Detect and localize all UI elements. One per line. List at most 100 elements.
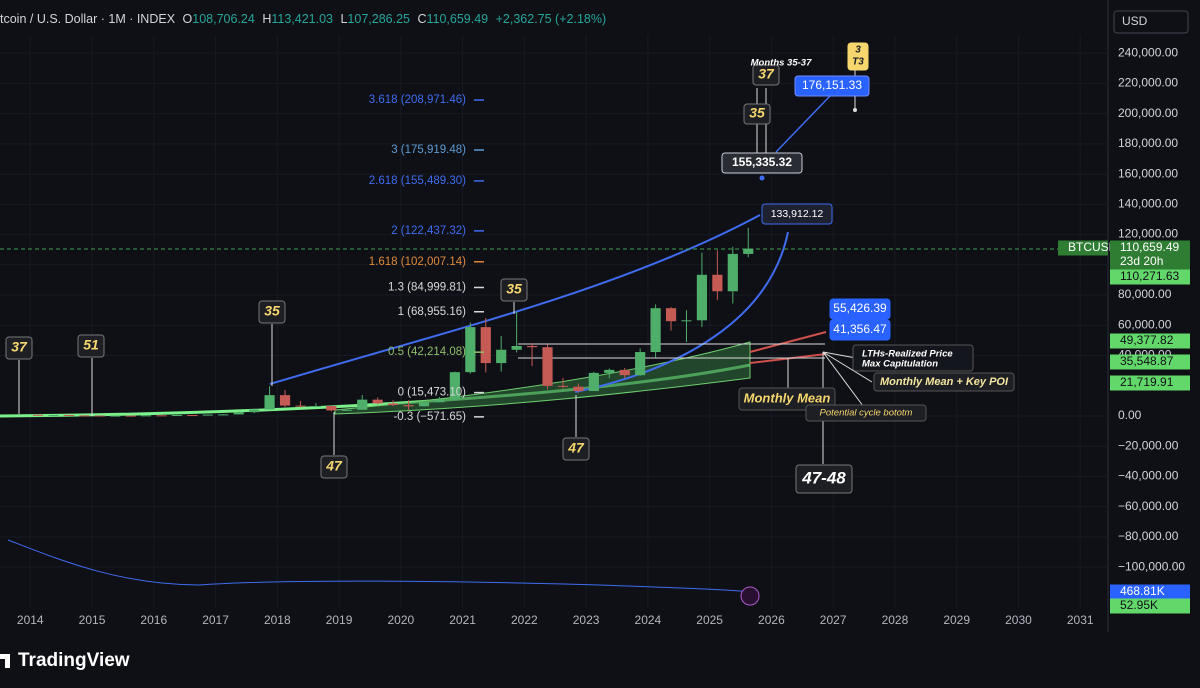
open-label: O (183, 12, 193, 26)
currency-button[interactable] (1113, 10, 1189, 34)
candle (32, 414, 44, 416)
candle-body (635, 352, 646, 376)
callout-box (721, 152, 803, 174)
volume-ma (7, 539, 749, 593)
candle (449, 371, 460, 401)
annotation: T3 (852, 57, 864, 68)
candle (635, 348, 646, 376)
candle (465, 322, 476, 374)
x-tick-label: 2031 (1067, 613, 1094, 627)
events-icon (740, 586, 760, 606)
fib-label: 1 (68,955.16) (398, 306, 467, 318)
axis-badge (1110, 240, 1190, 256)
high: 113,421.03 (271, 12, 333, 26)
x-tick-label: 2024 (635, 613, 662, 627)
candle-body (202, 414, 213, 416)
header: tcoin / U.S. Dollar · 1M · INDEX O108,70… (0, 10, 1189, 34)
x-tick-label: 2030 (1005, 613, 1032, 627)
axis-badge (1110, 354, 1190, 370)
annotation: 51 (83, 337, 99, 353)
candle-body (249, 409, 260, 413)
label-box (795, 464, 853, 494)
candle-body (125, 415, 136, 417)
x-tick-label: 2020 (387, 613, 414, 627)
y-tick-label: 180,000.00 (1118, 136, 1178, 150)
candle (326, 405, 337, 412)
axis-badge (1058, 240, 1108, 256)
fib-label: 0 (15,473.10) (398, 387, 467, 399)
annotation: 47 (325, 458, 343, 474)
fib-label: 1.3 (84,999.81) (388, 282, 466, 294)
y-tick-label: −40,000.00 (1118, 469, 1179, 483)
candle (650, 304, 661, 358)
fib-label: -0.3 (−571.65) (393, 411, 466, 423)
open: 108,706.24 (192, 12, 255, 26)
candle-body (449, 372, 460, 400)
candle (295, 401, 306, 408)
candle-body (326, 406, 337, 411)
grid (0, 35, 1108, 608)
candle-body (110, 415, 121, 417)
candle-body (743, 248, 754, 254)
axis-badge-text: 468.81K (1120, 584, 1165, 598)
candle-body (418, 402, 430, 407)
candle (110, 415, 121, 417)
candle (79, 415, 90, 417)
candle-body (557, 385, 569, 387)
axis-badge (1110, 598, 1190, 614)
label-box (500, 278, 528, 302)
y-tick-label: 220,000.00 (1118, 76, 1178, 90)
y-tick-label: 200,000.00 (1118, 106, 1178, 120)
x-tick-label: 2016 (140, 613, 167, 627)
y-tick-label: 60,000.00 (1118, 317, 1172, 331)
label-box (873, 372, 1015, 392)
label-box (805, 404, 927, 422)
callout-text: 55,426.39 (833, 301, 887, 315)
y-tick-label: 120,000.00 (1118, 227, 1178, 241)
annotation: LTHs-Realized Price (862, 349, 953, 360)
annotation: Monthly Mean + Key POI (880, 376, 1009, 388)
candle (357, 394, 368, 410)
candle-body (573, 386, 584, 392)
currency[interactable]: USD (1122, 14, 1148, 28)
candle-body (156, 415, 167, 417)
callout-text: 41,356.47 (833, 322, 887, 336)
x-tick-label: 2029 (943, 613, 970, 627)
label-box (752, 64, 780, 86)
candle (712, 250, 723, 301)
target-dot (853, 108, 857, 112)
annotation: 47 (567, 440, 585, 456)
x-tick-label: 2026 (758, 613, 785, 627)
candle (171, 414, 183, 416)
candle-body (279, 395, 291, 406)
candle (218, 414, 229, 416)
candle (526, 343, 538, 367)
candle (279, 389, 291, 408)
candle-body (187, 414, 198, 416)
callout-text: 176,151.33 (802, 78, 862, 92)
label-box (852, 344, 974, 372)
candle-body (650, 308, 661, 353)
candle-body (218, 414, 229, 416)
annotation: 35 (506, 281, 522, 297)
candle (264, 386, 275, 410)
brand-name: TradingView (18, 650, 130, 671)
axis-badge (1110, 254, 1190, 270)
candle (249, 408, 260, 414)
axis-badge-text: BTCUSD (1068, 240, 1118, 254)
fib-label: 1.618 (102,007.14) (369, 256, 466, 268)
candle-body (542, 347, 553, 386)
candle (187, 414, 198, 416)
candle (696, 252, 708, 327)
annotation: Max Capitulation (862, 359, 938, 370)
candle (557, 377, 569, 389)
candle-body (140, 415, 152, 417)
logo (0, 654, 10, 668)
label-box (77, 334, 105, 358)
y-tick-label: −20,000.00 (1118, 438, 1179, 452)
x-tick-label: 2014 (17, 613, 44, 627)
candle (496, 336, 507, 372)
callout-text: 133,912.12 (771, 208, 824, 220)
y-tick-label: 160,000.00 (1118, 166, 1178, 180)
